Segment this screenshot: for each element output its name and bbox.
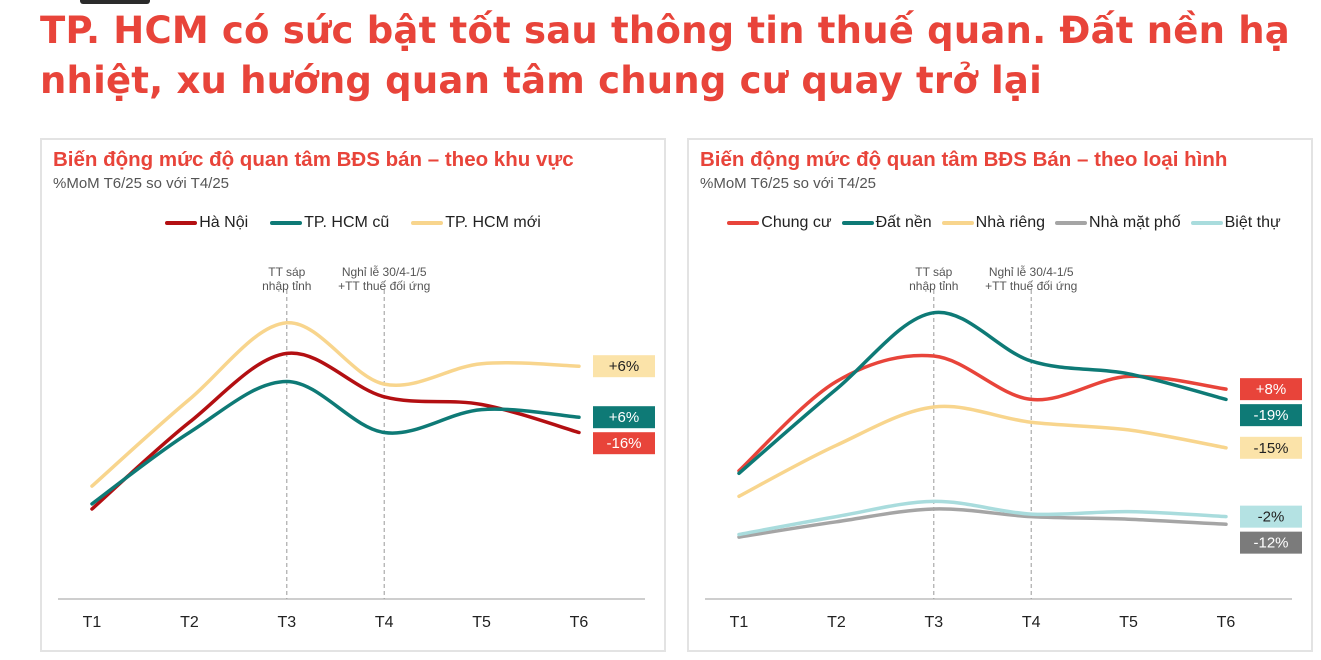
data-label-box (1240, 531, 1302, 554)
data-label-chung-cu: +8% (1240, 378, 1302, 401)
chart-title: Biến động mức độ quan tâm BĐS Bán – theo… (700, 148, 1228, 171)
data-label-text: +8% (1256, 381, 1286, 398)
legend-label: TP. HCM mới (445, 214, 541, 231)
chart-subtitle: %MoM T6/25 so với T4/25 (700, 175, 877, 192)
data-label-box (593, 432, 655, 455)
x-tick-label: T5 (1119, 614, 1138, 631)
x-tick-label: T2 (827, 614, 846, 631)
chart-legend: Chung cư Đất nền Nhà riêng Nhà mặt phố Biệt … (697, 214, 1311, 232)
chart-legend: Hà Nội TP. HCM cũ TP. HCM mới (42, 214, 664, 232)
annotation-text: Nghỉ lễ 30/4-1/5 (342, 264, 427, 279)
annotation-text: nhập tỉnh (909, 279, 958, 293)
x-tick-label: T1 (83, 614, 102, 631)
annotation-text: Nghỉ lễ 30/4-1/5 (989, 264, 1074, 279)
data-label-text: -16% (606, 435, 641, 452)
data-label-box (593, 406, 655, 429)
annotation-text: TT sáp (268, 265, 305, 279)
legend-label: TP. HCM cũ (304, 214, 390, 231)
chart-title: Biến động mức độ quan tâm BĐS bán – theo… (53, 148, 574, 171)
legend-swatch (411, 221, 444, 225)
legend-swatch (727, 221, 760, 225)
annotation-text: +TT thuế đối ứng (985, 279, 1077, 293)
series-line-biet-thu (737, 499, 1228, 537)
series-line-tp-hcm-cu (90, 379, 581, 506)
data-label-text: -2% (1258, 509, 1285, 526)
data-label-biet-thu: -2% (1240, 505, 1302, 528)
chart-subtitle: %MoM T6/25 so với T4/25 (53, 175, 230, 192)
data-label-box (1240, 505, 1302, 528)
x-tick-label: T4 (1022, 614, 1041, 631)
series-line-chung-cu (737, 353, 1228, 473)
data-label-text: +6% (609, 409, 639, 426)
legend-item-dat-nen: Đất nền (841, 214, 932, 232)
top-decoration-mark (80, 0, 150, 4)
legend-swatch (841, 221, 874, 225)
legend-swatch (1190, 221, 1223, 225)
chart-panel-region: Biến động mức độ quan tâm BĐS bán – theo… (40, 138, 666, 652)
top-decoration-bar (0, 0, 1321, 6)
series-line-nha-mat-pho (737, 507, 1228, 539)
series-line-tp-hcm-moi (90, 321, 581, 488)
annotation-text: TT sáp (915, 265, 952, 279)
legend-swatch (941, 221, 974, 225)
data-label-text: +6% (609, 358, 639, 375)
data-label-box (593, 355, 655, 378)
x-tick-label: T1 (730, 614, 749, 631)
data-label-tp-hcm-moi: +6% (593, 355, 655, 378)
legend-item-biet-thu: Biệt thự (1190, 214, 1281, 232)
annotation-text: +TT thuế đối ứng (338, 279, 430, 293)
x-tick-label: T5 (472, 614, 491, 631)
legend-item-tp-hcm-cu: TP. HCM cũ (270, 214, 389, 232)
x-tick-label: T2 (180, 614, 199, 631)
data-label-text: -19% (1253, 407, 1288, 424)
data-label-text: -15% (1253, 440, 1288, 457)
legend-item-chung-cu: Chung cư (727, 214, 832, 232)
data-label-nha-mat-pho: -12% (1240, 531, 1302, 554)
series-line-ha-noi (90, 351, 581, 511)
legend-label: Đất nền (875, 214, 932, 231)
data-label-ha-noi: -16% (593, 432, 655, 455)
series-line-nha-rieng (737, 404, 1228, 499)
data-label-dat-nen: -19% (1240, 404, 1302, 427)
x-tick-label: T4 (375, 614, 394, 631)
legend-swatch (270, 221, 303, 225)
legend-label: Biệt thự (1224, 214, 1281, 231)
legend-item-tp-hcm-moi: TP. HCM mới (411, 214, 541, 232)
legend-label: Nhà riêng (975, 214, 1046, 231)
legend-swatch (165, 221, 198, 225)
x-tick-label: T3 (924, 614, 943, 631)
data-label-box (1240, 404, 1302, 427)
chart-panel-type: Biến động mức độ quan tâm BĐS Bán – theo… (687, 138, 1313, 652)
x-tick-label: T6 (1217, 614, 1236, 631)
data-label-tp-hcm-cu: +6% (593, 406, 655, 429)
data-label-box (1240, 378, 1302, 401)
legend-item-nha-mat-pho: Nhà mặt phố (1055, 214, 1181, 232)
legend-swatch (1055, 221, 1088, 225)
x-tick-label: T3 (277, 614, 296, 631)
x-tick-label: T6 (570, 614, 589, 631)
legend-label: Hà Nội (199, 214, 249, 231)
legend-item-ha-noi: Hà Nội (165, 214, 248, 232)
page-title: TP. HCM có sức bật tốt sau thông tin thu… (40, 9, 1290, 102)
legend-label: Chung cư (761, 214, 832, 231)
data-label-text: -12% (1253, 535, 1288, 552)
annotation-text: nhập tỉnh (262, 279, 311, 293)
data-label-nha-rieng: -15% (1240, 436, 1302, 459)
series-line-dat-nen (737, 310, 1228, 476)
legend-label: Nhà mặt phố (1089, 214, 1181, 231)
data-label-box (1240, 436, 1302, 459)
legend-item-nha-rieng: Nhà riêng (941, 214, 1046, 232)
